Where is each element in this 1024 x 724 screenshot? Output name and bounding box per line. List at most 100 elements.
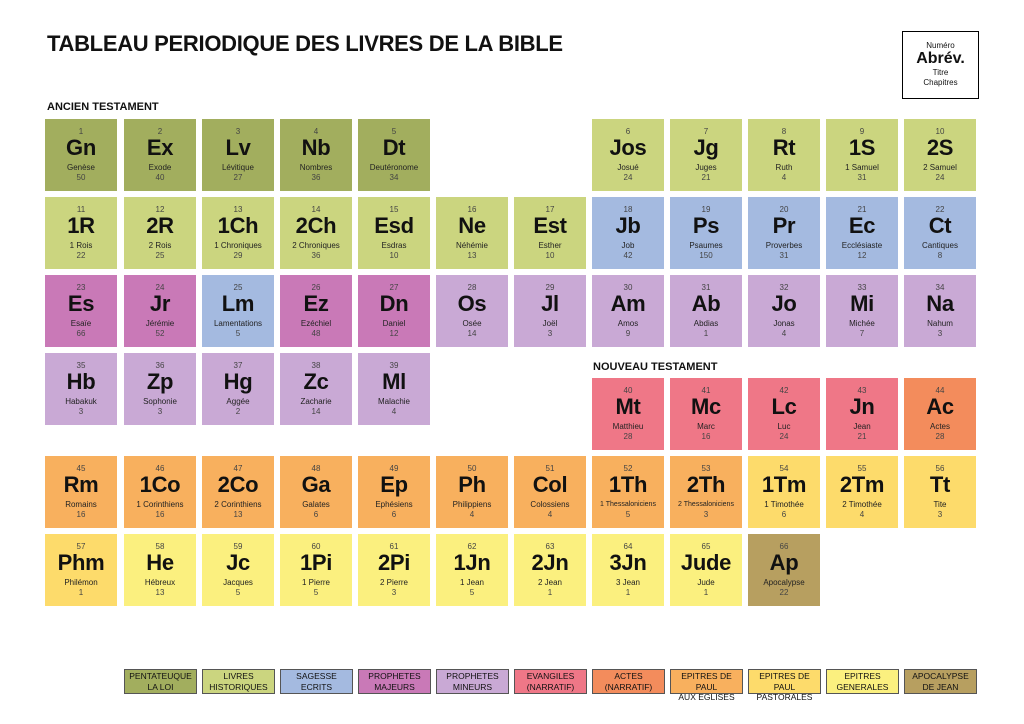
book-title: Amos [617,319,639,328]
book-chapters: 3 [703,510,709,519]
book-title: Matthieu [612,422,644,431]
book-number: 32 [779,283,789,292]
book-title: Romains [65,500,97,509]
book-chapters: 36 [311,173,321,182]
book-abbreviation: Col [532,472,568,497]
book-cell-lm: 25 Lm Lamentations 5 [202,275,274,347]
book-title: Psaumes [689,241,723,250]
book-number: 43 [857,386,867,395]
book-title: Jean [853,422,871,431]
book-abbreviation: Ct [928,213,952,238]
book-number: 28 [467,283,477,292]
legend-item-line2: DE JEAN [922,681,959,692]
book-number: 5 [391,127,397,136]
book-chapters: 50 [76,173,86,182]
book-cell-ga: 48 Ga Galates 6 [280,456,352,528]
book-chapters: 28 [935,432,945,441]
legend-item-epitres-generales: EPITRES GENERALES [826,669,899,694]
legend-item-line2: (NARRATIF) [526,681,575,692]
book-abbreviation: Ne [458,213,486,238]
book-title: 1 Samuel [845,163,879,172]
book-cell-jude: 65 Jude Jude 1 [670,534,742,606]
book-number: 20 [779,205,789,214]
book-number: 13 [233,205,243,214]
book-abbreviation: Lm [221,291,255,316]
book-cell-1tm: 54 1Tm 1 Timothée 6 [748,456,820,528]
book-cell-2r: 12 2R 2 Rois 25 [124,197,196,269]
book-cell-nb: 4 Nb Nombres 36 [280,119,352,191]
book-title: Actes [929,422,950,431]
book-cell-col: 51 Col Colossiens 4 [514,456,586,528]
book-abbreviation: 1Ch [217,213,259,238]
book-cell-tt: 56 Tt Tite 3 [904,456,976,528]
book-title: Nahum [927,319,953,328]
legend-item-line2: ECRITS [300,681,333,692]
book-cell-ps: 19 Ps Psaumes 150 [670,197,742,269]
book-number: 36 [155,361,165,370]
book-title: Apocalypse [763,578,805,587]
legend-item-line1: SAGESSE [296,671,337,681]
book-abbreviation: Gn [66,135,96,160]
book-abbreviation: Jl [541,291,559,316]
book-chapters: 13 [155,588,165,597]
book-chapters: 27 [233,173,243,182]
book-chapters: 14 [467,329,477,338]
book-abbreviation: Est [533,213,567,238]
book-number: 41 [701,386,711,395]
book-title: Colossiens [530,500,570,509]
book-title: 1 Pierre [301,578,330,587]
book-abbreviation: 3Jn [609,550,647,575]
book-cell-esd: 15 Esd Esdras 10 [358,197,430,269]
book-cell-1ch: 13 1Ch 1 Chroniques 29 [202,197,274,269]
legend-item-line2: MAJEURS [374,681,415,692]
book-title: Juges [695,163,717,172]
book-title: Ecclésiaste [841,241,883,250]
book-cell-ct: 22 Ct Cantiques 8 [904,197,976,269]
book-chapters: 150 [699,251,713,260]
legend-item-line1: EPITRES DE PAUL [759,671,810,692]
book-abbreviation: He [146,550,174,575]
book-cell-ex: 2 Ex Exode 40 [124,119,196,191]
book-chapters: 48 [311,329,321,338]
book-title: 2 Chroniques [292,241,340,250]
book-abbreviation: 2Pi [377,550,411,575]
book-chapters: 3 [547,329,553,338]
book-number: 4 [313,127,319,136]
book-cell-est: 17 Est Esther 10 [514,197,586,269]
book-number: 31 [701,283,711,292]
book-abbreviation: Esd [374,213,414,238]
book-abbreviation: Ex [146,135,174,160]
book-chapters: 31 [857,173,867,182]
book-title: Ephésiens [375,500,413,509]
book-title: Abdias [693,319,719,328]
book-title: Proverbes [765,241,803,250]
book-abbreviation: 1Th [608,472,648,497]
book-abbreviation: Jb [615,213,641,238]
book-number: 66 [779,542,789,551]
book-chapters: 5 [469,588,475,597]
book-number: 24 [155,283,165,292]
book-cell-1jn: 62 1Jn 1 Jean 5 [436,534,508,606]
book-chapters: 14 [311,407,321,416]
book-cell-lc: 42 Lc Luc 24 [748,378,820,450]
book-cell-2co: 47 2Co 2 Corinthiens 13 [202,456,274,528]
book-chapters: 24 [935,173,945,182]
book-number: 56 [935,464,945,473]
book-cell-hg: 37 Hg Aggée 2 [202,353,274,425]
book-number: 39 [389,361,399,370]
book-abbreviation: 2Co [217,472,259,497]
book-title: 2 Thessaloniciens [678,501,734,508]
legend-item-line2: (NARRATIF) [604,681,653,692]
book-number: 2 [157,127,163,136]
book-cell-rm: 45 Rm Romains 16 [45,456,117,528]
book-cell-dn: 27 Dn Daniel 12 [358,275,430,347]
book-chapters: 1 [703,588,709,597]
book-chapters: 9 [625,329,631,338]
book-cell-mc: 41 Mc Marc 16 [670,378,742,450]
book-number: 9 [859,127,865,136]
book-title: 1 Rois [69,241,93,250]
book-abbreviation: Os [457,291,487,316]
book-title: Tite [933,500,947,509]
book-number: 52 [623,464,633,473]
book-abbreviation: Jos [609,135,647,160]
